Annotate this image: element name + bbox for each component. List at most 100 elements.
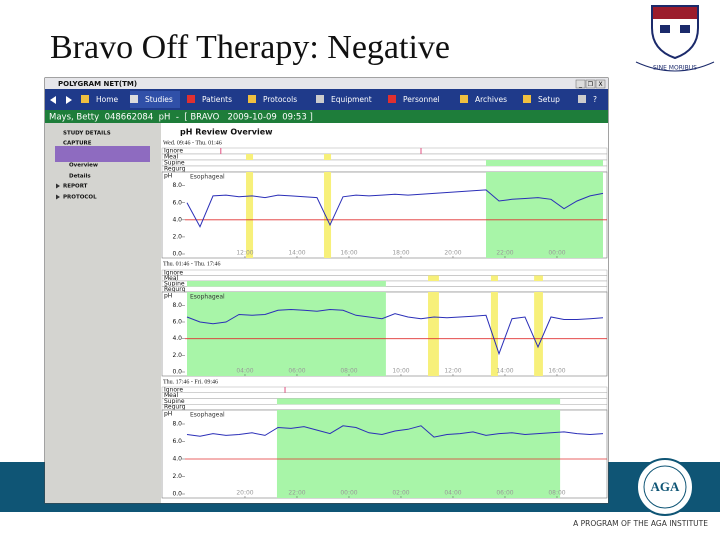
patient-bar (45, 110, 608, 123)
sidebar-item[interactable]: PROTOCOL (63, 195, 97, 201)
expander[interactable] (56, 194, 60, 200)
event-row (161, 404, 608, 411)
window-button[interactable] (575, 79, 586, 89)
meal-event (534, 275, 543, 281)
toolbar-icon[interactable] (523, 95, 531, 103)
active-tab (130, 91, 180, 108)
meal-period (324, 172, 332, 258)
x-tick-label: 14:00 (288, 250, 305, 257)
footer-text: A PROGRAM OF THE AGA INSTITUTE (573, 519, 708, 528)
x-tick-label: 22:00 (496, 250, 513, 257)
toolbar (45, 89, 608, 110)
y-tick-label: 8.0 (172, 182, 182, 189)
toolbar-button[interactable]: Protocols (263, 95, 297, 104)
y-tick-label: 0.0 (172, 369, 182, 376)
event-row (161, 286, 608, 293)
window-button-label: ❒ (588, 81, 593, 88)
y-tick-label: 4.0 (172, 456, 182, 463)
meal-period (428, 292, 439, 376)
y-tick-label: 8.0 (172, 421, 182, 428)
slide-title: Bravo Off Therapy: Negative (50, 29, 450, 66)
event-row-label: Ignore (164, 148, 183, 155)
event-row-label: Meal (164, 275, 179, 282)
event-row (161, 392, 608, 399)
supine-event (276, 398, 561, 405)
window-button[interactable] (595, 79, 606, 89)
panel-range: Wed. 09:46 - Thu. 01:46 (163, 140, 222, 146)
event-row-label: Regurg (164, 404, 186, 411)
nav-back[interactable] (50, 96, 56, 104)
x-tick-label: 02:00 (392, 490, 409, 497)
toolbar-icon[interactable] (130, 95, 138, 103)
sidebar-item[interactable]: Details (69, 174, 91, 180)
x-tick-label: 18:00 (392, 250, 409, 257)
penn-logo: SINE MORIBUS (635, 5, 715, 72)
x-tick-label: 08:00 (548, 490, 565, 497)
y-tick-label: 4.0 (172, 335, 182, 342)
x-tick-label: 20:00 (236, 490, 253, 497)
toolbar-icon[interactable] (578, 95, 586, 103)
sidebar-item[interactable]: STUDY DETAILS (63, 131, 111, 137)
y-tick-label: 2.0 (172, 233, 182, 240)
toolbar-button[interactable]: Setup (538, 95, 560, 104)
window-button-label: _ (578, 81, 583, 88)
event-row (161, 165, 608, 173)
review-title: pH Review Overview (180, 128, 273, 137)
toolbar-icon[interactable] (388, 95, 396, 103)
title-bar (45, 78, 608, 89)
aga-logo-ring (643, 465, 687, 509)
meal-period (534, 292, 543, 376)
x-tick-label: 08:00 (340, 368, 357, 375)
y-tick-label: 6.0 (172, 199, 182, 206)
toolbar-icon[interactable] (187, 95, 195, 103)
x-tick-label: 00:00 (340, 490, 357, 497)
window-title: POLYGRAM NET(TM) (58, 80, 137, 88)
meal-period (246, 172, 254, 258)
x-tick-label: 22:00 (288, 490, 305, 497)
toolbar-icon[interactable] (81, 95, 89, 103)
nav-forward[interactable] (66, 96, 72, 104)
axis-label: pH (164, 293, 172, 300)
toolbar-button[interactable]: ? (593, 95, 597, 104)
sidebar-item[interactable]: REPORT (63, 184, 88, 190)
toolbar-button[interactable]: Personnel (403, 95, 440, 104)
axis-label: pH (164, 173, 172, 180)
event-row-label: Regurg (164, 166, 186, 173)
toolbar-icon[interactable] (248, 95, 256, 103)
axis-label: pH (164, 411, 172, 418)
supine-period (486, 172, 603, 258)
x-tick-label: 16:00 (548, 368, 565, 375)
event-row-label: Ignore (164, 386, 183, 393)
expander[interactable] (56, 183, 60, 189)
supine-event (187, 281, 386, 287)
sidebar-selection (55, 146, 150, 162)
y-tick-label: 0.0 (172, 491, 182, 498)
toolbar-button[interactable]: Patients (202, 95, 232, 104)
x-tick-label: 04:00 (236, 368, 253, 375)
ph-trace (186, 425, 604, 438)
supine-period (276, 410, 561, 498)
toolbar-button[interactable]: Home (96, 95, 119, 104)
window-button[interactable] (585, 79, 596, 89)
sidebar-item[interactable]: Overview (69, 163, 98, 169)
toolbar-icon[interactable] (316, 95, 324, 103)
toolbar-button[interactable]: Equipment (331, 95, 372, 104)
x-tick-label: 00:00 (548, 250, 565, 257)
y-tick-label: 8.0 (172, 302, 182, 309)
aga-text: AGA (651, 479, 681, 494)
toolbar-icon[interactable] (460, 95, 468, 103)
meal-event (324, 154, 332, 160)
sidebar-item[interactable]: CAPTURE (63, 141, 92, 147)
ph-trace (186, 189, 604, 228)
window-button-label: X (598, 81, 602, 88)
toolbar-button[interactable]: Archives (475, 95, 507, 104)
panel-range: Thu. 17:46 - Fri. 09:46 (163, 379, 218, 385)
event-row (161, 269, 608, 276)
ph-trace (186, 308, 604, 356)
x-tick-label: 20:00 (444, 250, 461, 257)
x-tick-label: 14:00 (496, 368, 513, 375)
channel-label: Esophageal (190, 294, 225, 301)
toolbar-button[interactable]: Studies (145, 95, 173, 104)
